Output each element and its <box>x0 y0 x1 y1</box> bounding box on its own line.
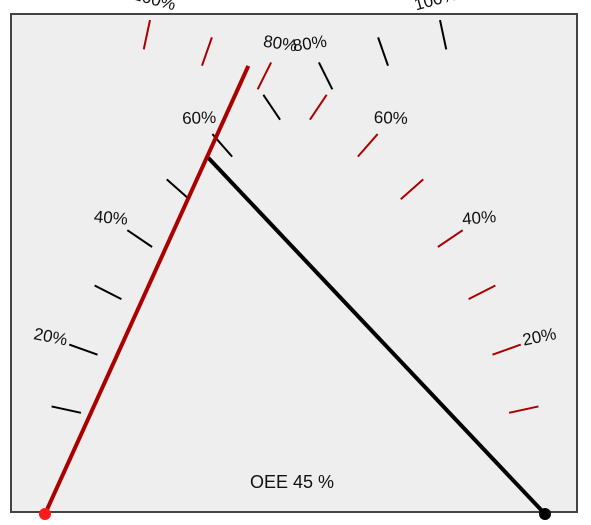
right-tick-80 <box>256 62 273 90</box>
left-tick-80 <box>317 62 334 90</box>
left-tick-label: 80% <box>292 32 328 56</box>
right-needle <box>43 65 251 515</box>
right-tick-label: 100% <box>131 0 178 14</box>
tick-labels-layer: 20% 40% 60% 80% 100% 20% 40% 60% 80% 100% <box>32 0 558 350</box>
left-needle <box>206 156 547 516</box>
right-tick-10 <box>508 405 539 414</box>
left-tick-100 <box>439 19 448 50</box>
left-tick-label: 40% <box>93 207 128 229</box>
right-tick-label: 60% <box>374 108 409 128</box>
right-tick-20 <box>492 343 522 356</box>
left-tick-90 <box>377 37 389 67</box>
right-tick-60 <box>357 133 379 158</box>
right-tick-40 <box>437 229 464 248</box>
right-tick-100 <box>142 19 151 50</box>
right-tick-30 <box>468 284 496 300</box>
right-tick-90 <box>201 37 213 67</box>
right-tick-label: 80% <box>262 32 298 56</box>
left-tick-20 <box>68 343 98 356</box>
oee-caption: OEE 45 % <box>250 472 334 492</box>
left-tick-label: 20% <box>32 324 69 349</box>
left-tick-40 <box>126 229 153 248</box>
right-tick-label: 20% <box>521 324 558 349</box>
left-tick-70 <box>262 94 281 121</box>
right-tick-70 <box>309 94 328 121</box>
gauge-frame <box>10 13 578 513</box>
needles-layer <box>39 65 551 520</box>
left-tick-label: 60% <box>182 108 217 128</box>
left-tick-30 <box>94 284 122 300</box>
left-tick-50 <box>166 178 190 201</box>
left-tick-label: 100% <box>412 0 459 14</box>
left-pivot <box>539 508 551 520</box>
right-tick-label: 40% <box>461 207 496 229</box>
right-tick-50 <box>400 178 424 201</box>
left-tick-10 <box>51 405 82 414</box>
right-pivot <box>39 508 51 520</box>
